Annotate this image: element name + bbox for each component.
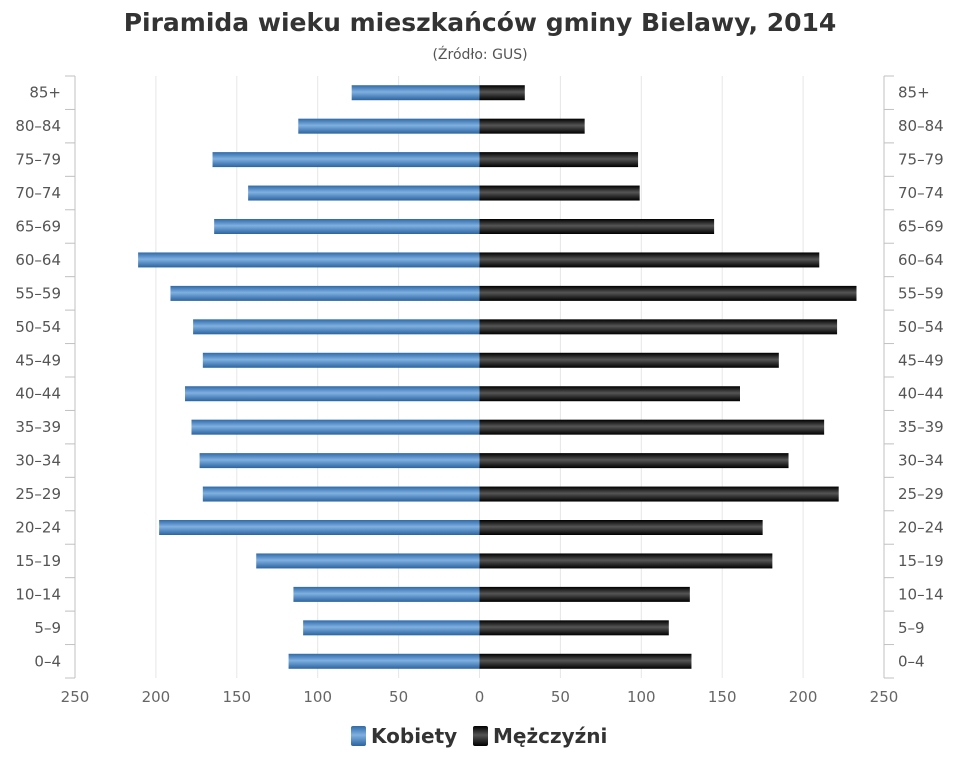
chart-title: Piramida wieku mieszkańców gminy Bielawy… — [124, 8, 837, 37]
category-label-left: 65–69 — [15, 218, 61, 236]
bar-kobiety[interactable] — [138, 252, 480, 268]
category-label-right: 45–49 — [898, 351, 944, 369]
x-tick-label: 250 — [870, 688, 899, 706]
bar-mezczyzni[interactable] — [479, 553, 773, 569]
bar-mezczyzni[interactable] — [479, 352, 779, 368]
x-tick-label: 200 — [789, 688, 818, 706]
category-label-left: 10–14 — [15, 585, 61, 603]
bar-mezczyzni[interactable] — [479, 219, 715, 234]
category-label-left: 45–49 — [15, 351, 61, 369]
category-label-right: 50–54 — [898, 318, 944, 336]
x-tick-label: 0 — [475, 688, 485, 706]
bar-kobiety[interactable] — [159, 520, 480, 535]
category-label-right: 55–59 — [898, 284, 944, 302]
bar-mezczyzni[interactable] — [479, 653, 692, 669]
bar-mezczyzni[interactable] — [479, 586, 690, 602]
bar-mezczyzni[interactable] — [479, 118, 585, 134]
bar-kobiety[interactable] — [199, 453, 480, 469]
category-labels: 85+ 85+ 80–84 80–84 75–79 75–79 70–74 70–74 65–6… — [15, 84, 943, 671]
category-label-left: 5–9 — [34, 619, 61, 637]
category-label-left: 25–29 — [15, 485, 61, 503]
category-label-right: 70–74 — [898, 184, 944, 202]
legend[interactable]: Kobiety Mężczyźni — [351, 724, 607, 748]
legend-swatch-mezczyzni[interactable] — [473, 726, 488, 746]
category-label-right: 0–4 — [898, 652, 925, 670]
category-label-left: 70–74 — [15, 184, 61, 202]
category-label-right: 5–9 — [898, 619, 925, 637]
category-label-right: 85+ — [898, 84, 930, 102]
category-label-left: 20–24 — [15, 519, 61, 537]
category-label-right: 10–14 — [898, 585, 944, 603]
bar-kobiety[interactable] — [293, 586, 480, 602]
bar-mezczyzni[interactable] — [479, 252, 820, 268]
bar-mezczyzni[interactable] — [479, 285, 857, 301]
category-label-right: 15–19 — [898, 552, 944, 570]
category-label-right: 20–24 — [898, 519, 944, 537]
category-label-left: 35–39 — [15, 418, 61, 436]
bar-mezczyzni[interactable] — [479, 486, 839, 502]
x-tick-label: 150 — [222, 688, 251, 706]
axes — [65, 75, 894, 679]
x-tick-label: 50 — [389, 688, 408, 706]
category-label-left: 30–34 — [15, 452, 61, 470]
category-label-right: 30–34 — [898, 452, 944, 470]
legend-label-mezczyzni[interactable]: Mężczyźni — [493, 724, 607, 748]
category-label-right: 75–79 — [898, 151, 944, 169]
tick-labels: 250 200 150 100 50 0 50 100 150 200 250 — [61, 688, 899, 706]
bar-mezczyzni[interactable] — [479, 620, 669, 636]
bar-kobiety[interactable] — [214, 219, 480, 234]
category-label-left: 55–59 — [15, 284, 61, 302]
legend-swatch-kobiety[interactable] — [351, 726, 366, 746]
category-label-right: 35–39 — [898, 418, 944, 436]
bar-mezczyzni[interactable] — [479, 386, 740, 402]
category-label-right: 65–69 — [898, 218, 944, 236]
bar-kobiety[interactable] — [193, 319, 480, 335]
x-tick-label: 150 — [708, 688, 737, 706]
bar-kobiety[interactable] — [185, 386, 480, 402]
category-label-left: 50–54 — [15, 318, 61, 336]
category-label-left: 75–79 — [15, 151, 61, 169]
chart-subtitle: (Źródło: GUS) — [432, 45, 527, 63]
grid-lines — [155, 76, 804, 678]
bar-kobiety[interactable] — [170, 285, 480, 301]
bar-mezczyzni[interactable] — [479, 453, 789, 469]
bar-kobiety[interactable] — [303, 620, 480, 636]
category-label-left: 60–64 — [15, 251, 61, 269]
bar-mezczyzni[interactable] — [479, 185, 640, 201]
bar-kobiety[interactable] — [298, 118, 480, 134]
bar-mezczyzni[interactable] — [479, 85, 525, 101]
bar-mezczyzni[interactable] — [479, 419, 825, 435]
x-tick-label: 250 — [61, 688, 90, 706]
category-label-right: 25–29 — [898, 485, 944, 503]
category-label-right: 60–64 — [898, 251, 944, 269]
legend-label-kobiety[interactable]: Kobiety — [371, 724, 457, 748]
category-label-left: 40–44 — [15, 385, 61, 403]
x-tick-label: 100 — [303, 688, 332, 706]
bar-mezczyzni[interactable] — [479, 319, 838, 335]
bar-kobiety[interactable] — [212, 152, 480, 168]
category-label-left: 0–4 — [34, 652, 61, 670]
x-tick-label: 50 — [551, 688, 570, 706]
category-label-left: 80–84 — [15, 117, 61, 135]
bar-mezczyzni[interactable] — [479, 152, 639, 168]
bar-kobiety[interactable] — [248, 185, 480, 201]
category-label-right: 80–84 — [898, 117, 944, 135]
bars — [138, 85, 857, 669]
x-tick-label: 100 — [627, 688, 656, 706]
category-label-left: 15–19 — [15, 552, 61, 570]
bar-kobiety[interactable] — [288, 653, 480, 669]
bar-kobiety[interactable] — [202, 352, 480, 368]
category-label-right: 40–44 — [898, 385, 944, 403]
bar-kobiety[interactable] — [191, 419, 480, 435]
bar-kobiety[interactable] — [256, 553, 480, 569]
x-tick-label: 200 — [142, 688, 171, 706]
bar-mezczyzni[interactable] — [479, 520, 763, 535]
bar-kobiety[interactable] — [351, 85, 480, 101]
category-label-left: 85+ — [29, 84, 61, 102]
bar-kobiety[interactable] — [202, 486, 480, 502]
